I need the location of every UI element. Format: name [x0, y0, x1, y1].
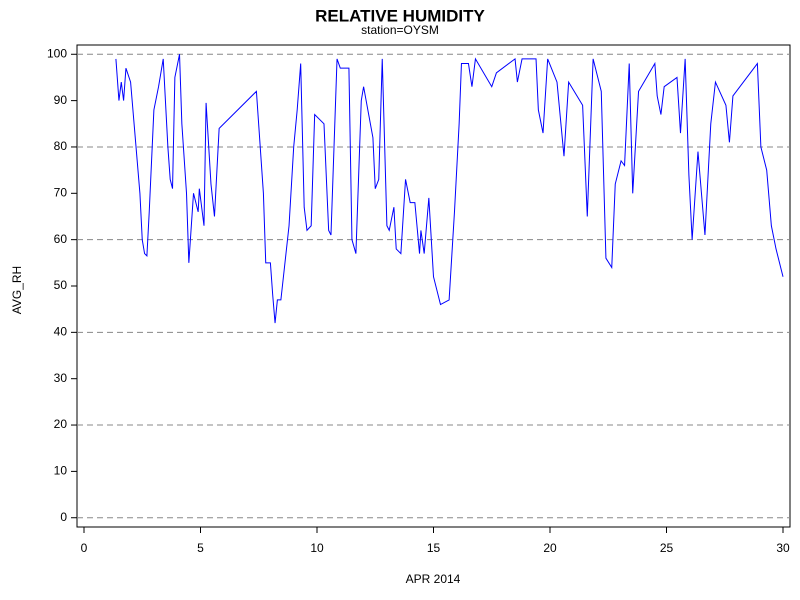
y-tick-label: 30: [54, 371, 68, 385]
plot-frame: [76, 44, 791, 528]
x-tick-label: 0: [81, 541, 88, 555]
x-tick-label: 5: [197, 541, 204, 555]
y-tick-label: 100: [47, 46, 67, 60]
y-tick-label: 20: [54, 417, 68, 431]
y-tick-label: 60: [54, 232, 68, 246]
data-line: [115, 54, 784, 324]
chart-subtitle: station=OYSM: [361, 23, 439, 37]
x-tick-label: 15: [427, 541, 441, 555]
y-axis-label: AVG_RH: [10, 266, 24, 314]
y-tick-label: 80: [54, 139, 68, 153]
y-tick-label: 0: [60, 510, 67, 524]
y-tick-label: 70: [54, 185, 68, 199]
x-axis-label: APR 2014: [406, 572, 461, 586]
y-tick-label: 10: [54, 464, 68, 478]
x-tick-label: 30: [776, 541, 790, 555]
y-tick-label: 50: [54, 278, 68, 292]
y-tick-label: 90: [54, 93, 68, 107]
y-tick-label: 40: [54, 325, 68, 339]
x-tick-label: 10: [310, 541, 324, 555]
chart-title: RELATIVE HUMIDITY: [315, 6, 485, 25]
x-tick-label: 25: [660, 541, 674, 555]
x-tick-label: 20: [543, 541, 557, 555]
